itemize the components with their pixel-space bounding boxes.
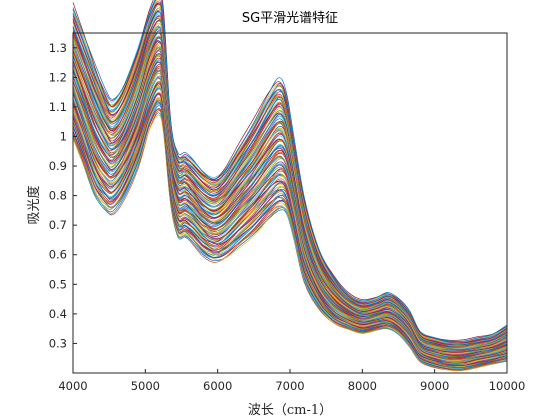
y-axis: 0.3 0.4 0.5 0.6 0.7 0.8 0.9 1 1.1 1.2 1.3 [49, 41, 77, 350]
series-group [72, 0, 508, 372]
x-tick-label: 6000 [203, 379, 232, 393]
y-tick-label: 0.3 [49, 336, 67, 350]
x-tick-label: 9000 [420, 379, 449, 393]
spectrum-line [72, 71, 508, 361]
y-tick-label: 0.4 [49, 307, 67, 321]
y-tick-label: 1.3 [49, 41, 67, 55]
x-tick-label: 5000 [131, 379, 160, 393]
x-tick-label: 8000 [348, 379, 377, 393]
y-tick-label: 0.6 [49, 248, 67, 262]
x-tick-label: 7000 [275, 379, 304, 393]
y-tick-label: 1.1 [49, 100, 67, 114]
spectrum-line [72, 0, 508, 342]
x-axis-label: 波长（cm-1） [248, 403, 332, 418]
x-axis: 4000 5000 6000 7000 8000 9000 10000 [58, 369, 525, 393]
x-tick-label: 4000 [58, 379, 87, 393]
y-axis-label: 吸光度 [26, 185, 42, 224]
spectrum-line [72, 61, 508, 359]
spectrum-line [72, 53, 508, 357]
y-tick-label: 0.7 [49, 218, 67, 232]
spectrum-line [72, 0, 508, 343]
y-tick-label: 0.8 [49, 189, 67, 203]
spectrum-line [72, 58, 508, 358]
y-tick-label: 0.5 [49, 277, 67, 291]
x-tick-label: 10000 [489, 379, 526, 393]
y-tick-label: 0.9 [49, 159, 67, 173]
y-tick-label: 1 [60, 129, 67, 143]
y-tick-label: 1.2 [49, 70, 67, 84]
chart-title: SG平滑光谱特征 [242, 11, 338, 26]
